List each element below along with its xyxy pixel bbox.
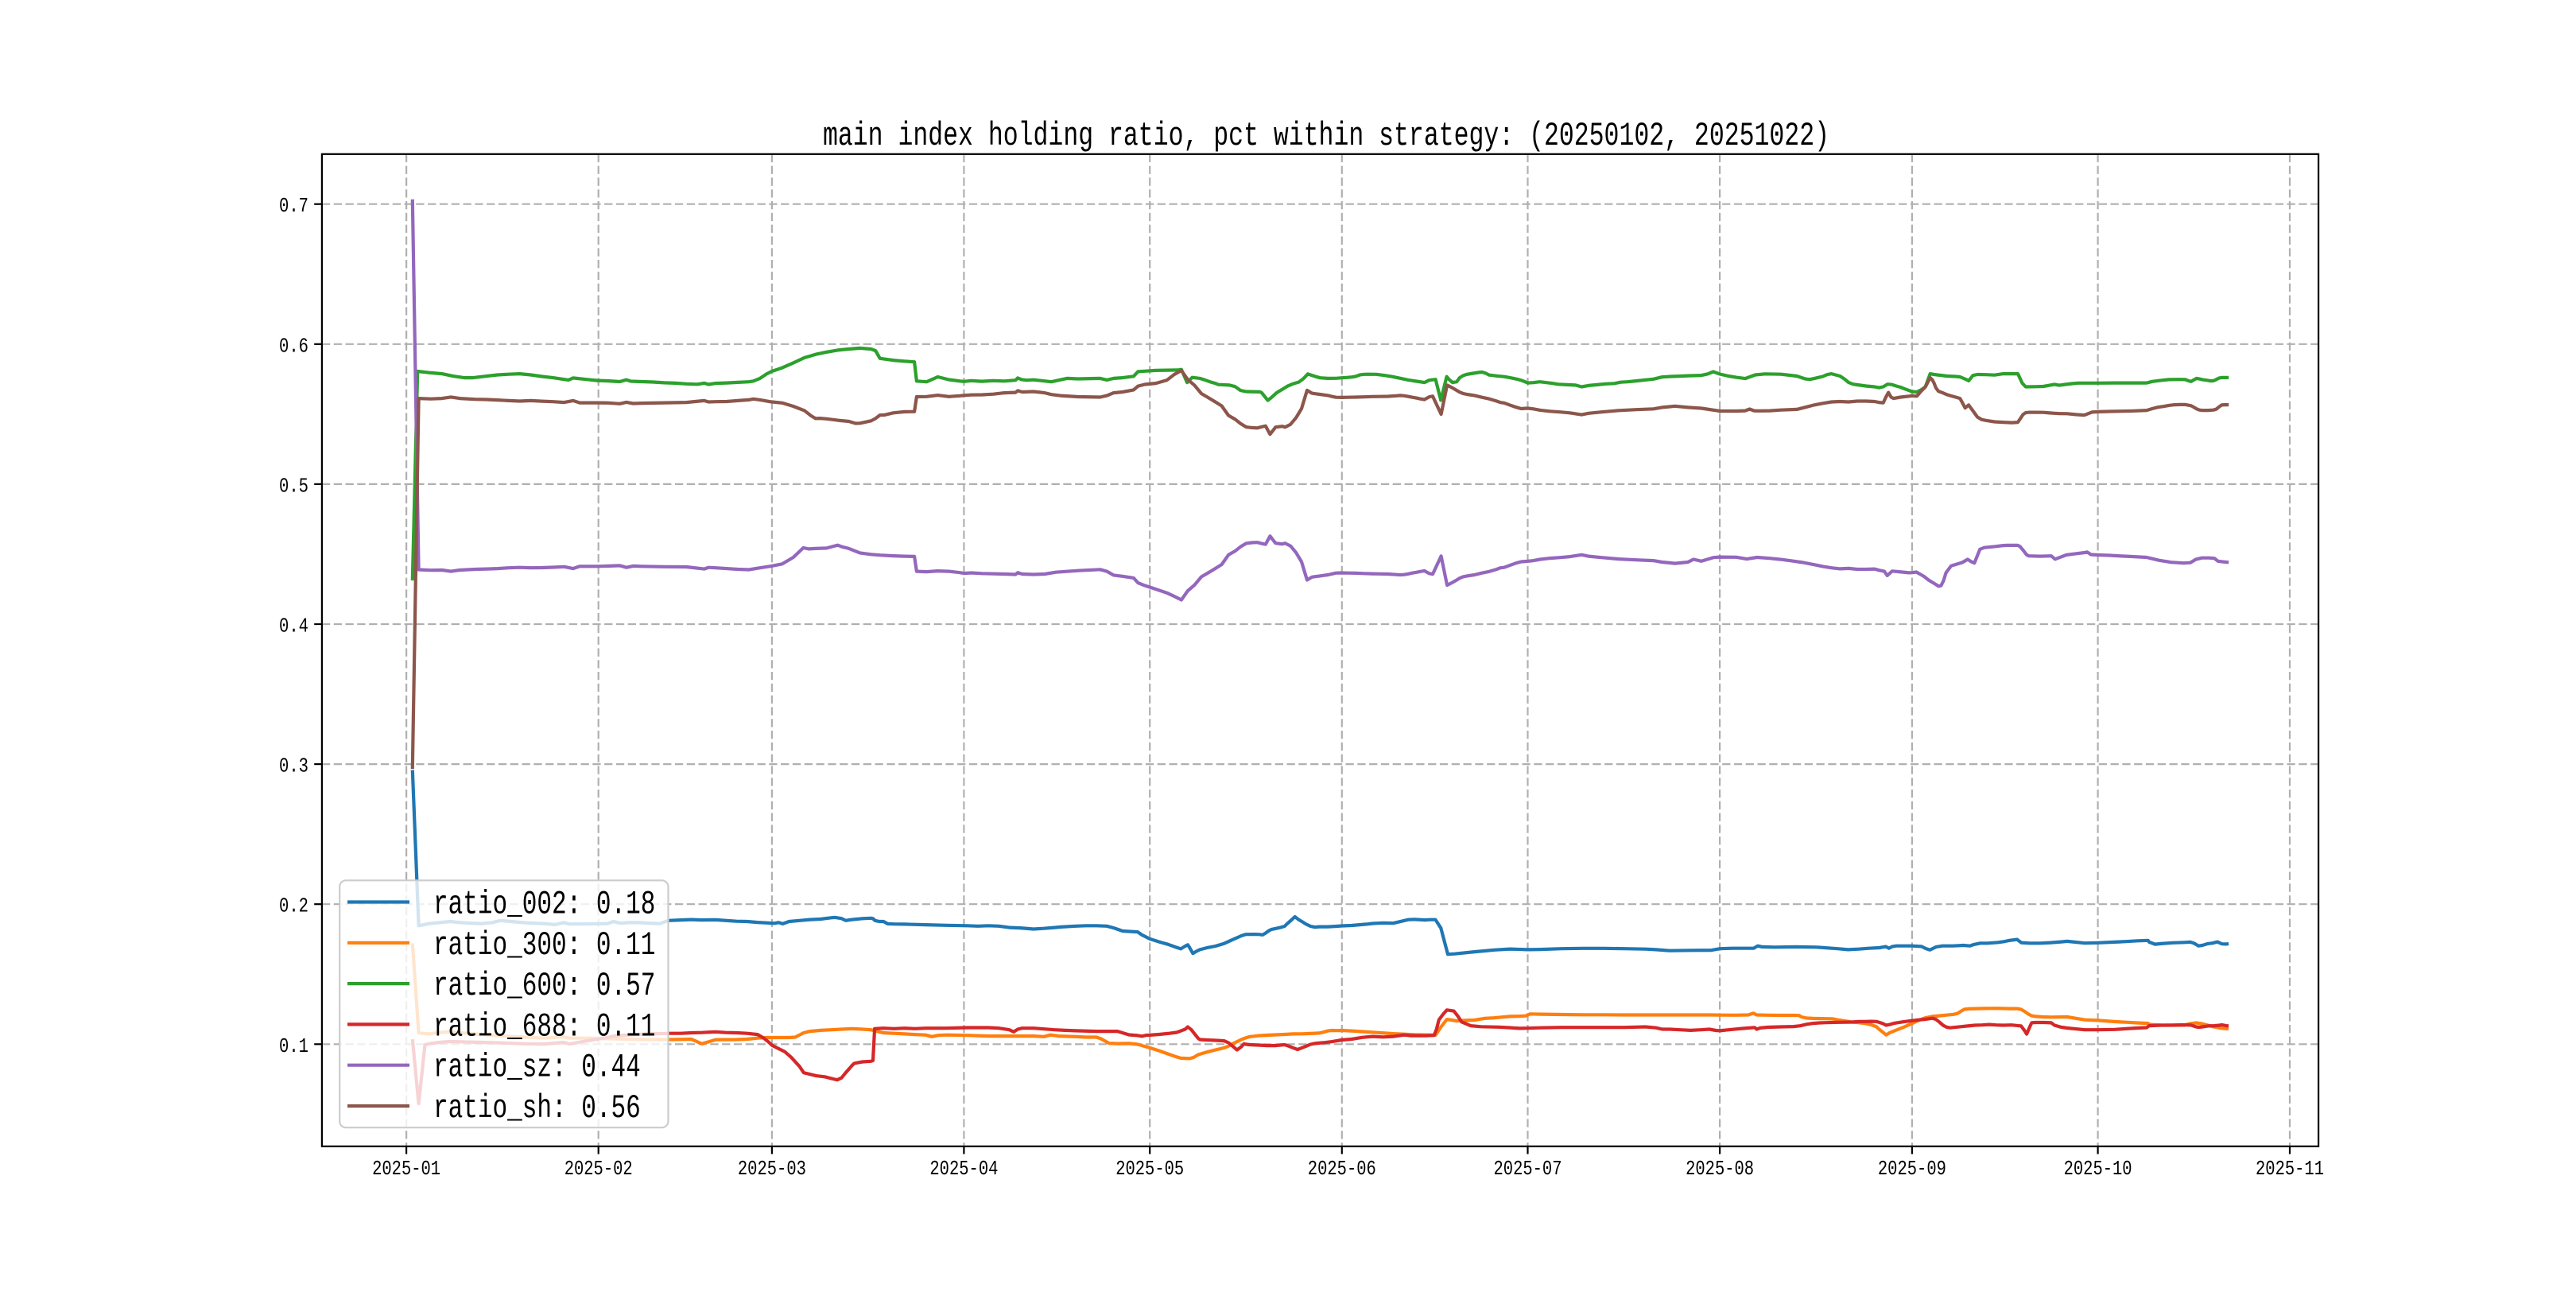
svg-text:2025-04: 2025-04 bbox=[929, 1157, 998, 1181]
svg-text:2025-08: 2025-08 bbox=[1686, 1157, 1754, 1181]
svg-text:ratio_600: 0.57: ratio_600: 0.57 bbox=[433, 967, 655, 1005]
svg-text:0.4: 0.4 bbox=[279, 615, 308, 638]
svg-text:ratio_300: 0.11: ratio_300: 0.11 bbox=[433, 926, 655, 964]
svg-text:2025-07: 2025-07 bbox=[1494, 1157, 1562, 1181]
svg-text:ratio_002: 0.18: ratio_002: 0.18 bbox=[433, 886, 655, 924]
svg-text:2025-01: 2025-01 bbox=[372, 1157, 440, 1181]
svg-text:2025-09: 2025-09 bbox=[1878, 1157, 1946, 1181]
svg-text:2025-06: 2025-06 bbox=[1308, 1157, 1376, 1181]
svg-text:2025-03: 2025-03 bbox=[738, 1157, 806, 1181]
svg-text:2025-10: 2025-10 bbox=[2064, 1157, 2132, 1181]
svg-text:2025-05: 2025-05 bbox=[1115, 1157, 1184, 1181]
svg-text:ratio_sh: 0.56: ratio_sh: 0.56 bbox=[433, 1089, 641, 1127]
svg-text:ratio_sz: 0.44: ratio_sz: 0.44 bbox=[433, 1049, 641, 1087]
svg-text:0.3: 0.3 bbox=[279, 755, 308, 778]
svg-text:0.7: 0.7 bbox=[279, 194, 308, 218]
svg-text:0.1: 0.1 bbox=[279, 1034, 308, 1058]
svg-text:2025-11: 2025-11 bbox=[2256, 1157, 2324, 1181]
svg-text:2025-02: 2025-02 bbox=[564, 1157, 633, 1181]
svg-text:0.2: 0.2 bbox=[279, 894, 308, 918]
svg-text:0.6: 0.6 bbox=[279, 334, 308, 358]
svg-text:0.5: 0.5 bbox=[279, 474, 308, 498]
svg-text:ratio_688: 0.11: ratio_688: 0.11 bbox=[433, 1007, 655, 1046]
svg-text:main index holding ratio, pct: main index holding ratio, pct within str… bbox=[823, 117, 1829, 155]
